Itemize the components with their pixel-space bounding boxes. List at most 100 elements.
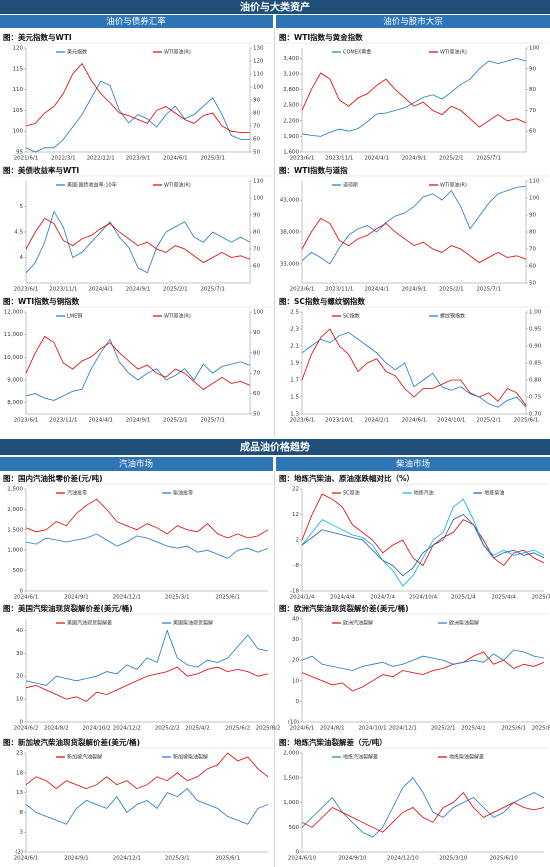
y-tick-label: 3,400 [283, 56, 299, 62]
series-line [25, 498, 269, 539]
series-line [25, 629, 269, 686]
series-line [25, 80, 250, 153]
x-tick-label: 2022/12/1 [87, 156, 115, 162]
x-tick-label: 2023/6/1 [290, 156, 315, 162]
y-tick-label: 2.3 [290, 327, 299, 333]
x-tick-label: 2025/4/2 [185, 726, 210, 732]
y2-tick-label: 100 [253, 196, 264, 202]
y2-tick-label: 0.85 [529, 361, 542, 367]
x-tick-label: 2024/12/10 [387, 856, 419, 862]
y-tick-label: 20 [292, 658, 299, 664]
x-tick-label: 2023/11/1 [325, 287, 353, 293]
x-tick-label: 2024/10/2 [82, 726, 110, 732]
y-tick-label: 43,000 [280, 198, 300, 204]
section-bar [0, 0, 550, 14]
column-bar [276, 457, 550, 471]
x-tick-label: 2025/2/2 [155, 726, 180, 732]
x-tick-label: 2021/6/1 [14, 156, 39, 162]
y2-tick-label: 80 [529, 230, 536, 236]
y-tick-label: 1.3 [290, 412, 299, 418]
chart-title: 图：WTI指数与道指 [279, 165, 348, 175]
y2-tick-label: 60 [529, 264, 536, 270]
x-tick-label: 2025/7/1 [476, 287, 501, 293]
y-tick-label: 1,600 [283, 150, 299, 156]
legend-label: WTI原油(R) [164, 182, 191, 189]
y2-tick-label: 50 [253, 412, 260, 418]
y-tick-label: 1.5 [290, 395, 299, 401]
x-tick-label: 2025/2/1 [439, 156, 464, 162]
x-tick-label: 2024/6/2 [14, 726, 39, 732]
series-line [301, 331, 527, 408]
x-tick-label: 2024/10/1 [358, 726, 386, 732]
y-tick-label: 23 [16, 751, 23, 757]
series-line [25, 666, 269, 702]
series-line [301, 217, 527, 264]
x-tick-label: 2024/1/4 [290, 595, 315, 601]
y-tick-label: 5 [20, 204, 24, 210]
series-line [301, 498, 545, 587]
legend-label: 新加坡汽油裂解 [67, 754, 102, 761]
y-tick-label: 10,000 [4, 355, 24, 361]
y2-tick-label: 130 [253, 46, 264, 52]
legend-label: SC指数 [343, 313, 360, 320]
legend-label: SC原油 [343, 490, 360, 497]
y-tick-label: (2) [15, 850, 23, 856]
x-tick-label: 2025/6/1 [215, 856, 240, 862]
y-tick-label: 4 [20, 255, 24, 261]
y-tick-label: 3 [20, 830, 24, 836]
y2-tick-label: 110 [529, 179, 540, 185]
x-tick-label: 2025/2/1 [163, 287, 188, 293]
x-tick-label: 2025/8/2 [256, 726, 281, 732]
x-tick-label: 2023/11/1 [49, 287, 77, 293]
x-tick-label: 2024/12/1 [389, 726, 417, 732]
x-tick-label: 2023/6/1 [290, 418, 315, 424]
y-tick-label: 2,800 [283, 87, 299, 93]
legend-label: COMEX黄金 [343, 49, 371, 56]
y2-tick-label: 100 [253, 310, 264, 316]
y2-tick-label: 0.80 [529, 378, 542, 384]
chart-title: 图：美元指数与WTI [3, 32, 72, 42]
x-tick-label: 2025/6/1 [215, 595, 240, 601]
y2-tick-label: 90 [529, 66, 536, 72]
y-tick-label: 11,000 [4, 332, 24, 338]
x-tick-label: 2024/9/10 [338, 856, 367, 862]
y2-tick-label: 0.70 [529, 412, 542, 418]
y-tick-label: 3,100 [283, 72, 299, 78]
y-tick-label: 0 [20, 720, 24, 726]
x-tick-label: 2024/9/1 [126, 287, 151, 293]
legend-label: LME铜 [67, 313, 82, 320]
series-line [25, 788, 269, 825]
legend-label: 美元指数 [67, 49, 87, 56]
legend-label: WTI原油(R) [164, 313, 191, 320]
y-tick-label: 2,500 [7, 487, 23, 493]
x-tick-label: 2024/9/1 [64, 595, 89, 601]
x-tick-label: 2024/6/1 [14, 856, 39, 862]
legend-label: 新加坡柴油裂解 [173, 754, 208, 761]
legend-label: 欧洲汽油裂解 [343, 620, 373, 627]
series-line [301, 57, 527, 137]
x-tick-label: 2023/6/1 [14, 287, 39, 293]
y-tick-label: 13 [16, 790, 23, 796]
chart-title: 图：美债收益率与WTI [3, 165, 79, 175]
y2-tick-label: 90 [253, 330, 260, 336]
y-tick-label: 120 [13, 46, 24, 52]
chart-title: 图：美国汽柴油现货裂解价差(美元/桶) [3, 603, 133, 613]
x-tick-label: 2025/6/1 [501, 726, 526, 732]
y-tick-label: 500 [13, 568, 24, 574]
y-tick-label: 115 [13, 66, 24, 72]
series-line [301, 777, 545, 838]
y-tick-label: 95 [16, 150, 23, 156]
legend-label: 美国:国债收益率:10年 [67, 182, 117, 189]
x-tick-label: 2024/10/1 [437, 418, 465, 424]
x-tick-label: 2025/4/4 [491, 595, 516, 601]
y-tick-label: 2.5 [290, 310, 299, 316]
y2-tick-label: 70 [253, 124, 260, 130]
legend-label: 欧洲柴油裂解 [449, 620, 479, 627]
x-tick-label: 2025/7/1 [200, 287, 225, 293]
x-tick-label: 2024/4/4 [330, 595, 355, 601]
y-tick-label: 1.9 [290, 361, 299, 367]
y-tick-label: 0 [296, 850, 300, 856]
legend-label: 螺纹钢指数 [440, 313, 465, 320]
x-tick-label: 2023/11/1 [325, 156, 353, 162]
legend-label: 地炼汽油裂解差 [343, 754, 378, 761]
